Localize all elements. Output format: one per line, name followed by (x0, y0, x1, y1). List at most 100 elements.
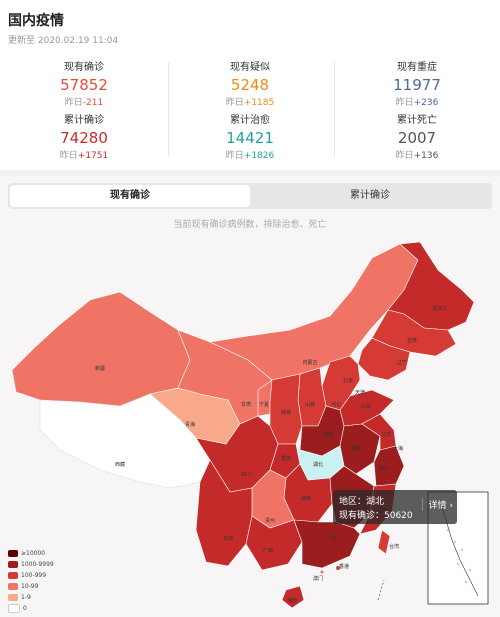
stat-delta-prefix: 昨日 (225, 98, 244, 108)
province-hainan[interactable] (281, 585, 305, 609)
summary-panel (0, 0, 500, 170)
stat-delta: 昨日+136 (357, 148, 477, 161)
legend-item[interactable]: 0 (8, 603, 54, 614)
stat-value: 11977 (393, 76, 441, 94)
province-label: 辽宁 (397, 359, 407, 366)
legend-label: ≥10000 (21, 550, 46, 557)
province-label: 山东 (361, 403, 371, 410)
legend-swatch (8, 550, 18, 557)
province-label: 甘肃 (241, 401, 251, 408)
legend-swatch (8, 604, 20, 613)
stat-label: 现有疑似 (230, 62, 270, 73)
province-label: 新疆 (95, 365, 105, 372)
province-label: 黑龙江 (432, 305, 447, 312)
province-liaoning[interactable] (357, 337, 411, 381)
province-label: 宁夏 (259, 401, 269, 408)
stat-5: 累计死亡 2007 昨日+136 (357, 111, 477, 161)
stat-4: 累计治愈 14421 昨日+1826 (190, 111, 310, 161)
tooltip-detail-link[interactable]: 详情 › (421, 498, 453, 511)
stat-delta-value: +1826 (243, 151, 275, 161)
province-label: 上海 (393, 445, 403, 452)
tab-current-confirmed[interactable]: 现有确诊 (10, 185, 250, 207)
legend-item[interactable]: 10-99 (8, 581, 54, 592)
coastline-dash (377, 579, 385, 601)
stat-delta: 昨日+1185 (190, 95, 310, 108)
province-label: 湖北 (313, 461, 323, 468)
map-subtitle: 当前现有确诊病例数，排除治愈、死亡 (173, 220, 327, 230)
province-label: 吉林 (407, 337, 417, 344)
stat-value: 14421 (226, 129, 274, 147)
province-label: 湖南 (301, 495, 311, 502)
stat-3: 累计确诊 74280 昨日+1751 (24, 111, 144, 161)
province-label: 云南 (223, 535, 233, 542)
stat-delta-prefix: 昨日 (64, 98, 83, 108)
legend-swatch (8, 561, 18, 568)
stat-value: 2007 (397, 129, 437, 147)
stat-value: 57852 (60, 76, 108, 94)
stat-label: 现有重症 (397, 62, 437, 73)
tab-cumulative-confirmed[interactable]: 累计确诊 (350, 190, 390, 201)
province-label: 河南 (323, 431, 333, 438)
stat-divider (334, 62, 335, 157)
province-label: 浙江 (379, 465, 389, 472)
stat-delta: 昨日+1751 (24, 148, 144, 161)
islands (447, 529, 471, 583)
legend-swatch (8, 594, 18, 601)
stat-label: 累计治愈 (230, 115, 270, 126)
legend-item[interactable]: 1000-9999 (8, 559, 54, 570)
legend-item[interactable]: 100-999 (8, 570, 54, 581)
stat-2: 现有重症 11977 昨日+236 (357, 58, 477, 108)
page-title: 国内疫情 (8, 13, 64, 29)
stat-delta-prefix: 昨日 (395, 151, 414, 161)
province-label: 陕西 (281, 409, 291, 416)
stat-label: 现有确诊 (64, 62, 104, 73)
province-label: 广东 (327, 535, 337, 542)
stat-delta: 昨日+1826 (190, 148, 310, 161)
map-legend: ≥10000 1000-9999 100-999 10-99 1-9 0 (8, 548, 54, 614)
province-label: 河北 (331, 401, 341, 408)
province-label: 山西 (305, 401, 315, 408)
stat-delta: 昨日-211 (24, 95, 144, 108)
stat-delta: 昨日+236 (357, 95, 477, 108)
province-xinjiang[interactable] (11, 291, 191, 407)
province-shaanxi[interactable] (269, 373, 303, 445)
province-label: 西藏 (115, 461, 125, 468)
province-taiwan[interactable] (377, 529, 391, 555)
region-hongkong[interactable] (336, 566, 340, 570)
legend-label: 1000-9999 (21, 561, 54, 568)
legend-label: 0 (23, 605, 27, 612)
stat-label: 累计确诊 (64, 115, 104, 126)
province-label: 台湾 (389, 543, 399, 550)
tooltip-count: 现有确诊：50620 (339, 511, 413, 521)
province-label: 重庆 (281, 455, 291, 462)
stat-delta-value: +136 (413, 151, 439, 161)
update-time: 更新至 2020.02.19 11:04 (8, 36, 119, 46)
stat-delta-value: -211 (82, 98, 104, 108)
province-label: 澳门 (313, 575, 323, 582)
legend-item[interactable]: 1-9 (8, 592, 54, 603)
map-tooltip: 地区：湖北 现有确诊：50620 详情 › (333, 490, 457, 524)
province-label: 香港 (339, 563, 349, 570)
stat-delta-prefix: 昨日 (225, 151, 244, 161)
province-guangdong[interactable] (293, 519, 361, 569)
region-macau[interactable] (320, 570, 324, 574)
province-label: 青海 (185, 421, 195, 428)
legend-swatch (8, 583, 18, 590)
province-label: 安徽 (351, 445, 361, 452)
tooltip-region: 地区：湖北 (339, 497, 385, 507)
legend-label: 100-999 (21, 572, 47, 579)
legend-item[interactable]: ≥10000 (8, 548, 54, 559)
stat-0: 现有确诊 57852 昨日-211 (24, 58, 144, 108)
stat-1: 现有疑似 5248 昨日+1185 (190, 58, 310, 108)
province-label: 天津 (355, 389, 365, 396)
stat-delta-prefix: 昨日 (395, 98, 414, 108)
stat-value: 5248 (230, 76, 270, 94)
stat-delta-value: +236 (413, 98, 439, 108)
province-label: 海南 (287, 597, 297, 604)
province-label: 北京 (343, 377, 353, 384)
tab-bar: 现有确诊 累计确诊 (8, 183, 492, 209)
stat-divider (168, 62, 169, 157)
legend-swatch (8, 572, 18, 579)
stat-label: 累计死亡 (397, 115, 437, 126)
